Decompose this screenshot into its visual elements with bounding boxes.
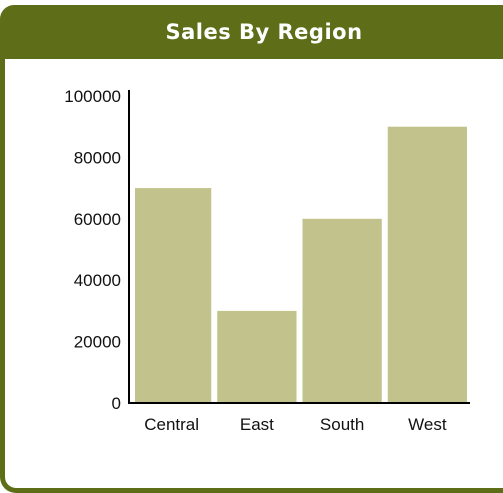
x-category-label: Central (144, 415, 199, 434)
axes-group (128, 90, 470, 404)
bar-west (387, 126, 467, 403)
y-tick-label: 40000 (74, 271, 121, 290)
y-tick-label: 100000 (64, 87, 121, 106)
x-category-label: East (240, 415, 274, 434)
x-category-label: West (408, 415, 447, 434)
panel-header: Sales By Region (0, 5, 503, 59)
y-tick-labels: 0 20000 40000 60000 80000 100000 (64, 87, 121, 413)
y-tick-label: 60000 (74, 210, 121, 229)
bar-central (135, 188, 212, 403)
x-category-label: South (320, 415, 364, 434)
y-tick-label: 20000 (74, 333, 121, 352)
bar-east (217, 310, 297, 403)
x-category-labels: Central East South West (144, 415, 447, 434)
bar-south (302, 218, 382, 403)
y-tick-label: 0 (112, 394, 121, 413)
y-tick-label: 80000 (74, 148, 121, 167)
panel-title: Sales By Region (165, 20, 363, 44)
bars-group (135, 126, 467, 403)
